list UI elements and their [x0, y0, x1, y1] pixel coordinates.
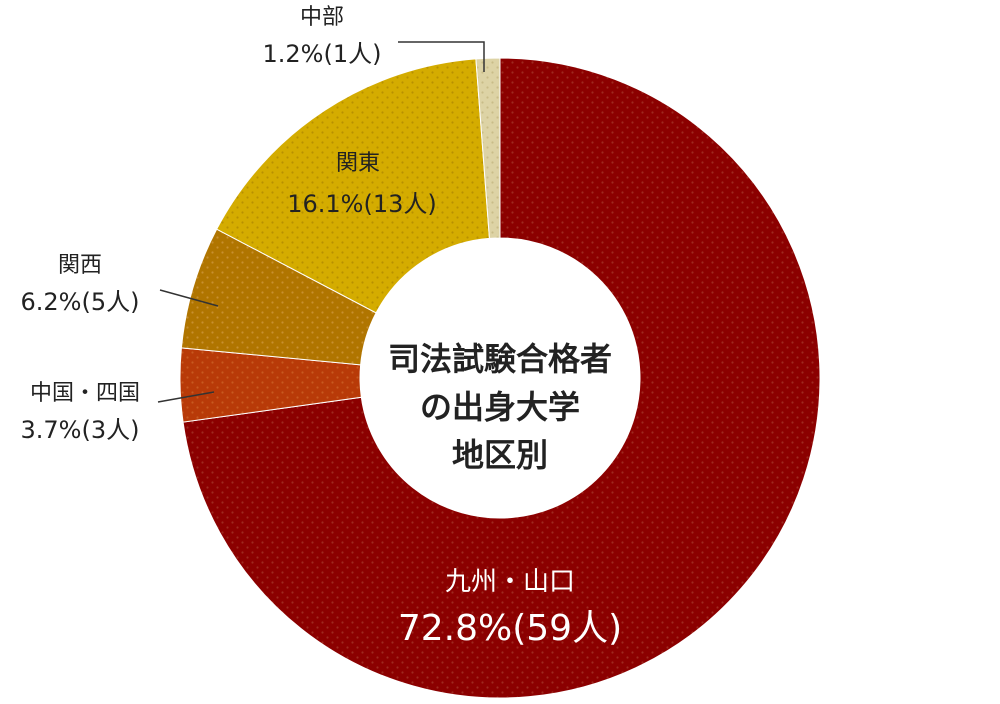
slice-label-kyushu-value: 72.8%(59人) — [398, 608, 622, 649]
chart-title-line-2: の出身大学 — [420, 388, 580, 426]
leader-lines-group — [157, 41, 485, 403]
slice-label-chubu-value: 1.2%(1人) — [263, 40, 382, 68]
chart-title-line-3: 地区別 — [452, 436, 548, 474]
leader-line-chugoku — [157, 391, 215, 403]
slice-kanto — [216, 58, 490, 314]
slices-group — [179, 57, 821, 699]
chart-title-line-1: 司法試験合格者 — [388, 340, 612, 378]
slice-label-kanto-value: 16.1%(13人) — [287, 190, 437, 218]
slice-kyushu — [182, 57, 821, 699]
slice-label-chubu-name: 中部 — [300, 5, 344, 30]
leader-line-chubu — [398, 41, 485, 72]
slice-label-kansai-value: 6.2%(5人) — [21, 288, 140, 316]
slice-label-kansai-name: 関西 — [58, 253, 102, 278]
slice-label-kyushu-name: 九州・山口 — [445, 567, 575, 597]
slice-label-chugoku-value: 3.7%(3人) — [21, 416, 140, 444]
leader-line-kansai — [159, 289, 219, 307]
slice-label-chugoku-name: 中国・四国 — [30, 381, 140, 406]
slice-label-kanto-name: 関東 — [336, 151, 380, 176]
